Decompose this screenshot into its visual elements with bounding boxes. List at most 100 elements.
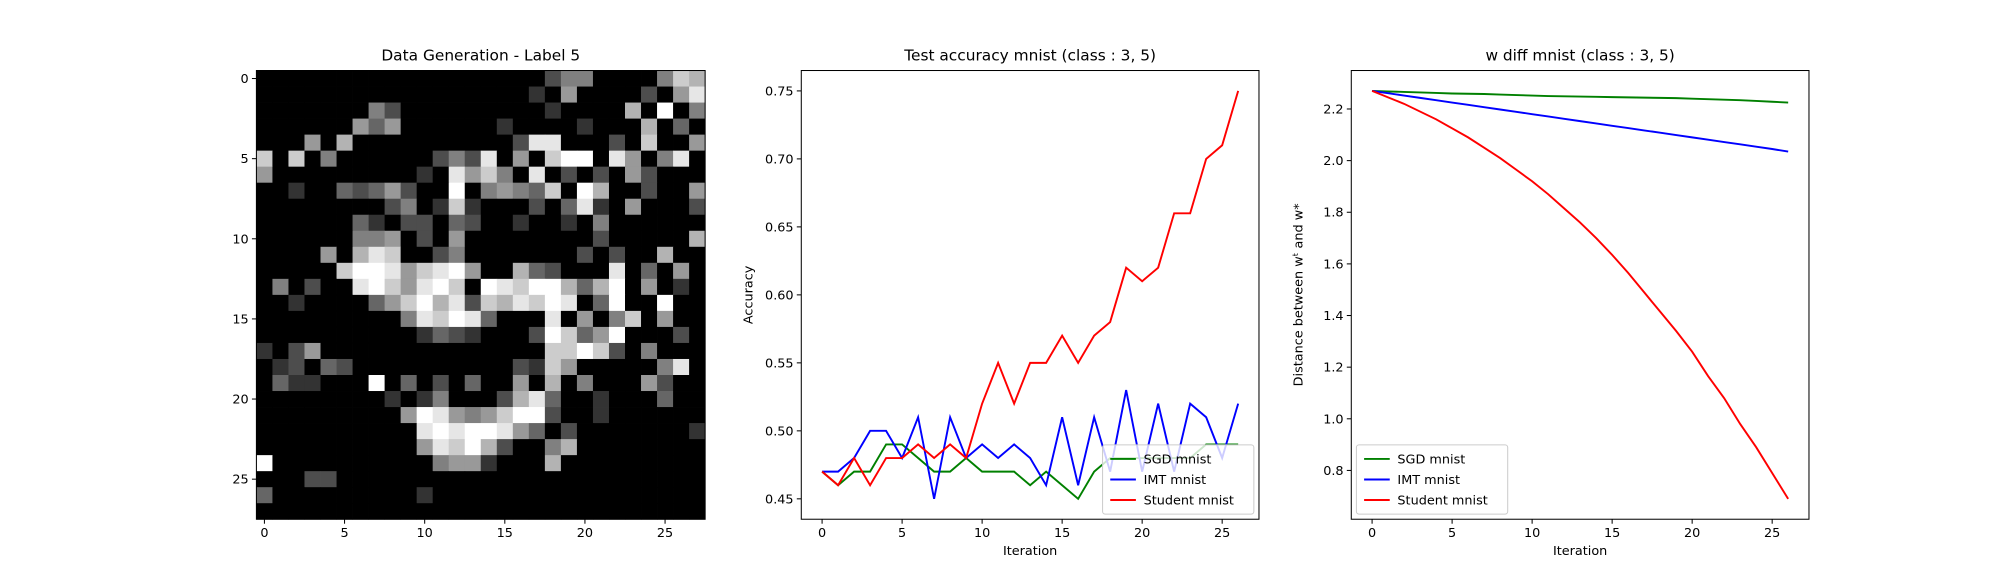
pixel	[336, 214, 353, 232]
pixel	[416, 246, 434, 264]
pixel	[496, 118, 514, 136]
legend-label: IMT mnist	[1144, 473, 1207, 488]
pixel	[368, 471, 385, 488]
pixel	[625, 150, 642, 168]
pixel	[512, 230, 530, 248]
pixel	[544, 134, 562, 152]
pixel	[320, 326, 337, 344]
pixel	[336, 70, 353, 87]
pixel	[544, 214, 562, 232]
pixel	[304, 375, 321, 392]
pixel	[608, 166, 626, 184]
pixel	[641, 150, 658, 168]
pixel	[544, 310, 562, 328]
pixel	[592, 358, 610, 376]
panel: w diff mnist (class : 3, 5) 0 5 10 15 20 25 0.8…	[1292, 46, 1810, 559]
pixel	[448, 214, 466, 232]
pixel	[480, 182, 498, 200]
pixel	[288, 102, 305, 119]
pixel	[352, 278, 369, 296]
pixel	[625, 278, 642, 296]
pixel	[432, 278, 450, 296]
pixel	[400, 246, 418, 264]
pixel	[400, 423, 418, 440]
pixel	[336, 455, 353, 472]
pixel	[657, 278, 674, 296]
pixel	[368, 503, 385, 520]
pixel	[448, 150, 466, 168]
pixel	[384, 358, 402, 376]
pixel	[608, 455, 626, 472]
pixel	[288, 246, 305, 264]
pixel	[528, 102, 546, 119]
pixel	[384, 230, 402, 248]
pixel	[336, 487, 353, 504]
y-tick-label: 0.8	[1323, 464, 1343, 479]
pixel	[352, 391, 369, 408]
pixel	[432, 375, 450, 392]
pixel	[657, 423, 674, 440]
axes-frame	[1350, 70, 1810, 520]
y-tick-label: 0.55	[765, 356, 794, 371]
pixel	[256, 182, 273, 200]
pixel	[560, 310, 578, 328]
x-tick-label: 20	[577, 526, 593, 541]
pixel	[272, 86, 289, 103]
pixel	[272, 118, 289, 136]
y-tick-label: 20	[232, 393, 248, 408]
pixel	[336, 198, 353, 216]
pixel	[432, 182, 450, 200]
pixel	[352, 214, 369, 232]
pixel	[608, 134, 626, 152]
pixel	[480, 70, 498, 87]
pixel	[592, 230, 610, 248]
pixel	[288, 182, 305, 200]
x-axis-label: Iteration	[1553, 544, 1607, 559]
pixel	[496, 86, 514, 103]
pixel	[576, 182, 594, 200]
pixel	[256, 166, 273, 184]
pixel	[464, 487, 482, 504]
pixel	[689, 439, 706, 456]
pixel	[625, 342, 642, 360]
pixel	[528, 166, 546, 184]
pixel	[320, 278, 337, 296]
pixel	[288, 358, 305, 376]
pixel	[464, 262, 482, 280]
legend-label: SGD mnist	[1144, 452, 1212, 467]
pixel	[320, 118, 337, 136]
pixel	[673, 278, 690, 296]
pixel	[256, 150, 273, 168]
y-axis-label: Distance between wᵗ and w*	[1292, 203, 1307, 387]
pixel	[336, 262, 353, 280]
pixel	[625, 102, 642, 119]
pixel	[400, 134, 418, 152]
pixel	[256, 278, 273, 296]
pixel	[448, 230, 466, 248]
pixel	[432, 214, 450, 232]
pixel	[400, 118, 418, 136]
pixel	[336, 439, 353, 456]
pixel	[608, 471, 626, 488]
x-tick-label: 10	[417, 526, 433, 541]
pixel	[512, 342, 530, 360]
pixel	[416, 102, 434, 119]
pixel	[448, 423, 466, 440]
pixel	[657, 198, 674, 216]
pixel	[288, 407, 305, 424]
pixel	[592, 262, 610, 280]
pixel	[560, 102, 578, 119]
pixel	[625, 246, 642, 264]
pixel	[304, 294, 321, 312]
pixel	[496, 423, 514, 440]
pixel	[368, 375, 385, 392]
pixel	[592, 423, 610, 440]
pixel	[512, 407, 530, 424]
pixel	[288, 294, 305, 312]
pixel	[416, 294, 434, 312]
pixel	[608, 70, 626, 87]
pixel	[432, 487, 450, 504]
pixel	[496, 134, 514, 152]
pixel	[608, 86, 626, 103]
pixel	[464, 134, 482, 152]
